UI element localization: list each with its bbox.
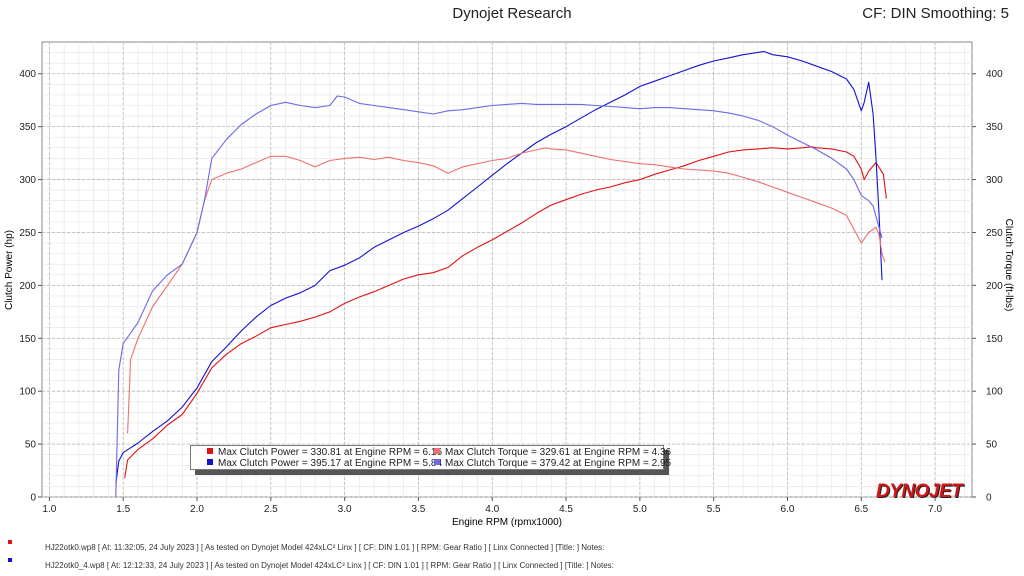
chart-legend: Max Clutch Power = 330.81 at Engine RPM …: [190, 445, 671, 470]
run-file-color: [8, 558, 12, 562]
x-tick-label: 5.0: [633, 504, 647, 515]
cf-label: CF: DIN Smoothing: 5: [862, 5, 1009, 22]
y-tick-label-left: 250: [19, 228, 36, 239]
legend-swatch: [434, 448, 440, 455]
y-tick-label-left: 350: [19, 122, 36, 133]
x-axis-label: Engine RPM (rpmx1000): [452, 517, 562, 528]
y-axis-label-right: Clutch Torque (ft-lbs): [1003, 219, 1014, 312]
legend-label: Max Clutch Power = 330.81 at Engine RPM …: [218, 447, 443, 458]
series-line-3: [127, 147, 886, 434]
legend-item: Max Clutch Torque = 379.42 at Engine RPM…: [434, 458, 671, 469]
x-tick-label: 6.0: [781, 504, 795, 515]
y-tick-label-right: 300: [986, 175, 1003, 186]
y-axis-label-left: Clutch Power (hp): [4, 230, 15, 310]
legend-swatch: [207, 448, 213, 455]
series-lines: [115, 50, 887, 498]
x-tick-label: 5.5: [707, 504, 721, 515]
ticks: 1.0 1.5 2.0 2.5 3.0 3.5 4.0 4.5 5.0 5.5 6.0 6.5 7.0 0…: [19, 69, 1003, 515]
y-tick-label-right: 200: [986, 281, 1003, 292]
y-tick-label-left: 100: [19, 387, 36, 398]
y-tick-label-right: 50: [986, 440, 998, 451]
legend-item: Max Clutch Torque = 329.61 at Engine RPM…: [434, 447, 671, 458]
chart-title: Dynojet Research: [452, 5, 572, 22]
legend-swatch: [434, 459, 440, 466]
legend-label: Max Clutch Power = 395.17 at Engine RPM …: [218, 458, 443, 469]
dynojet-logo: DYNOJET: [876, 481, 963, 502]
x-tick-label: 1.5: [116, 504, 130, 515]
y-tick-label-right: 0: [986, 493, 992, 504]
y-tick-label-left: 300: [19, 175, 36, 186]
x-tick-label: 3.5: [411, 504, 425, 515]
y-tick-label-right: 350: [986, 122, 1003, 133]
legend-item: Max Clutch Power = 330.81 at Engine RPM …: [207, 447, 442, 458]
y-tick-label-right: 100: [986, 387, 1003, 398]
legend-label: Max Clutch Torque = 379.42 at Engine RPM…: [445, 458, 672, 469]
run-file-text: HJ22otk0_4.wp8 [ At: 12:12:33, 24 July 2…: [45, 561, 614, 570]
x-tick-label: 3.0: [338, 504, 352, 515]
y-tick-label-left: 150: [19, 334, 36, 345]
legend-swatch: [207, 459, 213, 466]
x-tick-label: 4.0: [485, 504, 499, 515]
x-tick-label: 7.0: [928, 504, 942, 515]
y-tick-label-right: 150: [986, 334, 1003, 345]
x-tick-label: 6.5: [854, 504, 868, 515]
series-line-4: [115, 95, 883, 498]
y-tick-label-left: 400: [19, 69, 36, 80]
series-line-1: [124, 146, 887, 479]
legend-item: Max Clutch Power = 395.17 at Engine RPM …: [207, 458, 442, 469]
x-tick-label: 2.5: [264, 504, 278, 515]
y-tick-label-left: 50: [25, 440, 37, 451]
y-tick-label-right: 400: [986, 69, 1003, 80]
x-tick-label: 4.5: [559, 504, 573, 515]
run-file-text: HJ22otk0.wp8 [ At: 11:32:05, 24 July 202…: [45, 543, 605, 552]
y-tick-label-right: 250: [986, 228, 1003, 239]
x-tick-label: 2.0: [190, 504, 204, 515]
y-tick-label-left: 200: [19, 281, 36, 292]
legend-label: Max Clutch Torque = 329.61 at Engine RPM…: [445, 447, 672, 458]
y-tick-label-left: 0: [30, 493, 36, 504]
series-line-2: [115, 50, 883, 485]
x-tick-label: 1.0: [42, 504, 56, 515]
run-file-color: [8, 540, 12, 544]
